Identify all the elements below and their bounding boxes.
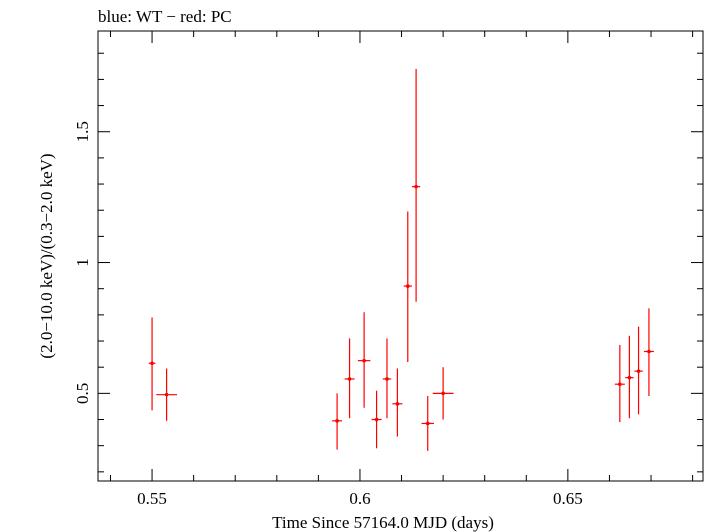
data-marker <box>627 375 632 380</box>
data-marker <box>395 402 400 406</box>
data-point <box>344 338 355 419</box>
y-tick-label: 1 <box>73 258 92 267</box>
data-point <box>371 390 382 449</box>
y-tick-label: 1.5 <box>73 121 92 142</box>
data-marker <box>647 349 651 354</box>
x-tick-label: 0.6 <box>349 489 370 508</box>
data-marker <box>425 421 430 426</box>
y-axis-label: (2.0−10.0 keV)/(0.3−2.0 keV) <box>37 153 56 358</box>
chart-header: blue: WT − red: PC <box>98 7 232 26</box>
data-point <box>432 367 454 420</box>
data-marker <box>150 361 154 366</box>
x-tick-label: 0.65 <box>553 489 583 508</box>
data-marker <box>374 417 379 422</box>
x-axis-label: Time Since 57164.0 MJD (days) <box>272 513 494 532</box>
data-point <box>403 211 412 362</box>
data-points <box>148 68 654 451</box>
data-point <box>382 338 392 419</box>
data-marker <box>405 284 410 288</box>
y-tick-label: 0.5 <box>73 383 92 404</box>
data-point <box>421 395 434 451</box>
data-point <box>625 335 634 419</box>
data-point <box>392 368 403 437</box>
data-point <box>643 308 654 396</box>
data-point <box>148 317 156 411</box>
data-marker <box>618 382 622 386</box>
data-point <box>614 344 625 423</box>
data-marker <box>362 358 366 363</box>
plot-frame <box>97 30 704 482</box>
data-marker <box>335 419 339 423</box>
data-point <box>357 312 371 408</box>
x-axis-ticks: 0.55 0.6 0.65 <box>109 31 694 508</box>
data-point <box>634 326 643 415</box>
data-marker <box>441 391 445 396</box>
data-marker <box>347 377 352 381</box>
data-marker <box>414 184 418 189</box>
x-tick-label: 0.55 <box>137 489 167 508</box>
data-marker <box>636 369 641 373</box>
data-point <box>156 368 178 421</box>
y-axis-ticks: 0.5 1 1.5 <box>73 52 703 473</box>
data-marker <box>385 377 389 381</box>
data-point <box>411 68 421 302</box>
data-marker <box>164 392 169 397</box>
data-point <box>332 393 343 450</box>
